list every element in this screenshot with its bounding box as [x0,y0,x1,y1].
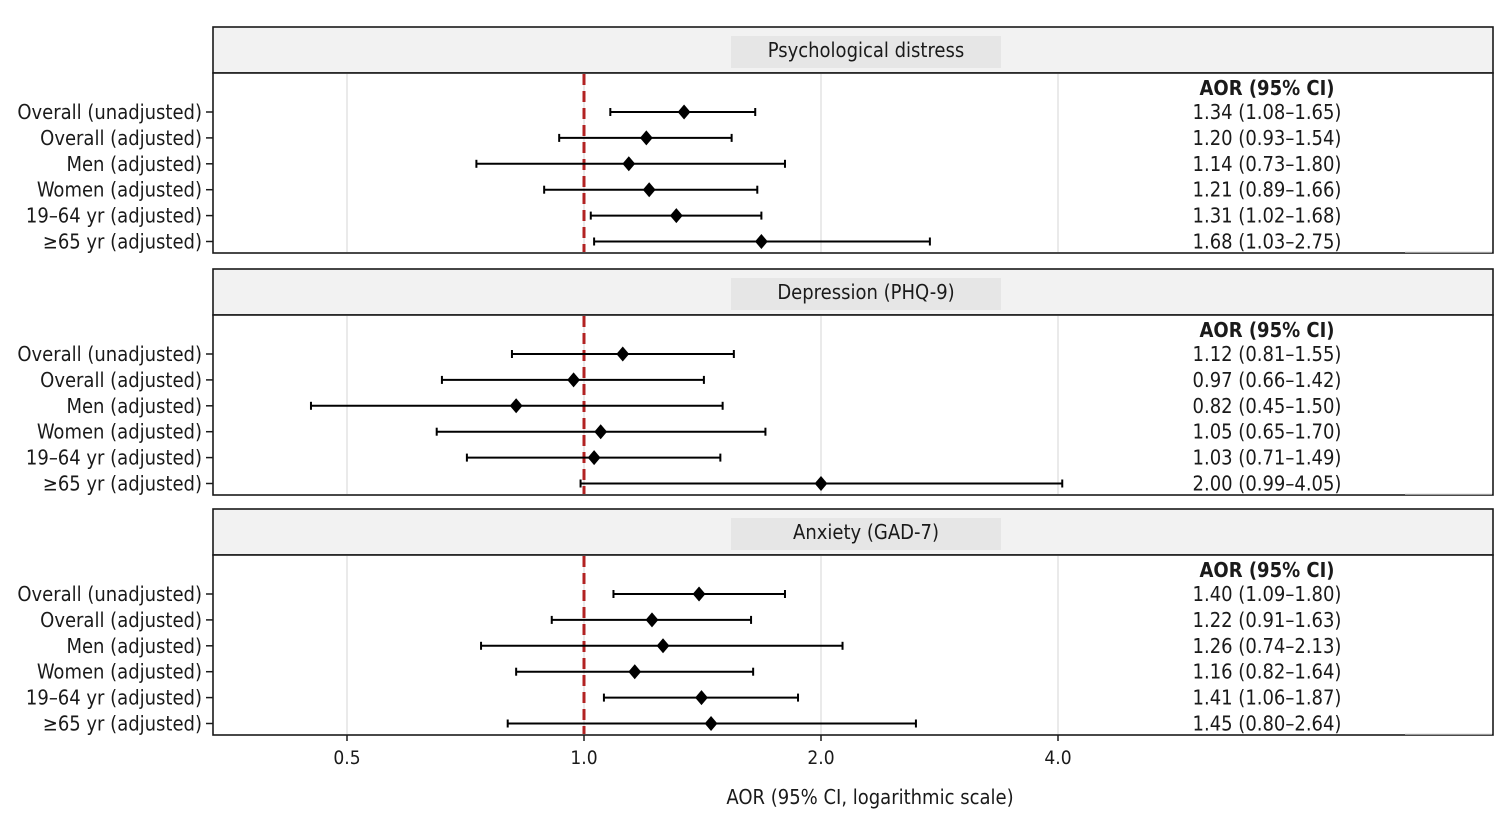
row-label: Men (adjusted) [66,634,202,658]
point-estimate [814,476,828,491]
row-label: Overall (unadjusted) [17,100,202,124]
forest-row: Women (adjusted) 1.16 (0.82–1.64) [37,660,1342,684]
panel-1: Depression (PHQ-9)AOR (95% CI)Overall (u… [17,268,1494,496]
row-label: Women (adjusted) [37,178,202,202]
row-label: Overall (adjusted) [40,368,202,392]
row-value-text: 1.16 (0.82–1.64) [1193,660,1342,684]
row-value-text: 0.97 (0.66–1.42) [1193,368,1342,392]
row-label: 19–64 yr (adjusted) [26,686,202,710]
row-value-text: 1.34 (1.08–1.65) [1193,100,1342,124]
forest-row: ≥65 yr (adjusted) 2.00 (0.99–4.05) [43,472,1342,496]
point-estimate [616,346,630,362]
row-value-text: 1.03 (0.71–1.49) [1193,446,1342,470]
row-label: Overall (unadjusted) [17,582,202,606]
row-label: Men (adjusted) [66,152,202,176]
point-estimate [692,586,706,602]
forest-row: Overall (adjusted) 1.22 (0.91–1.63) [40,608,1341,632]
row-value-text: 1.05 (0.65–1.70) [1193,420,1342,444]
forest-row: Overall (unadjusted) 1.34 (1.08–1.65) [17,100,1341,124]
x-tick-label: 2.0 [807,747,834,769]
row-value-text: 1.31 (1.02–1.68) [1193,204,1342,228]
point-estimate [755,234,768,249]
point-estimate [656,638,670,654]
row-label: ≥65 yr (adjusted) [43,230,202,254]
point-estimate [677,104,691,120]
point-estimate [639,130,653,146]
panel-title-box [731,518,1001,550]
panel-title: Anxiety (GAD-7) [793,520,939,544]
row-label: Overall (adjusted) [40,126,202,150]
table-header: AOR (95% CI) [1200,318,1335,342]
forest-row: Men (adjusted) 1.14 (0.73–1.80) [66,152,1341,176]
panel-2: Anxiety (GAD-7)AOR (95% CI)Overall (unad… [17,508,1494,736]
table-header: AOR (95% CI) [1200,558,1335,582]
panel-title: Depression (PHQ-9) [777,280,954,304]
row-label: 19–64 yr (adjusted) [26,446,202,470]
forest-row: Women (adjusted) 1.21 (0.89–1.66) [37,178,1342,202]
forest-row: Men (adjusted) 1.26 (0.74–2.13) [66,634,1341,658]
row-value-text: 1.14 (0.73–1.80) [1193,152,1342,176]
row-value-text: 1.41 (1.06–1.87) [1193,686,1342,710]
row-value-text: 2.00 (0.99–4.05) [1193,472,1342,496]
forest-row: Overall (adjusted) 0.97 (0.66–1.42) [40,368,1341,392]
forest-row: 19–64 yr (adjusted) 1.41 (1.06–1.87) [26,686,1342,710]
panel-title-box [731,278,1001,310]
row-value-text: 1.26 (0.74–2.13) [1193,634,1342,658]
row-value-text: 1.20 (0.93–1.54) [1193,126,1342,150]
panel-body [212,72,1494,254]
row-value-text: 1.21 (0.89–1.66) [1193,178,1342,202]
point-estimate [622,156,636,172]
table-header: AOR (95% CI) [1200,76,1335,100]
row-label: 19–64 yr (adjusted) [26,204,202,228]
row-label: Women (adjusted) [37,660,202,684]
point-estimate [628,664,642,680]
point-estimate [669,208,683,224]
panel-title-box [731,36,1001,68]
row-label: Overall (unadjusted) [17,342,202,366]
point-estimate [594,424,608,440]
x-tick-label: 0.5 [333,747,360,769]
point-estimate [642,182,656,198]
row-value-text: 1.40 (1.09–1.80) [1193,582,1342,606]
row-value-text: 1.45 (0.80–2.64) [1193,712,1342,736]
forest-row: Men (adjusted) 0.82 (0.45–1.50) [66,394,1341,418]
row-value-text: 1.68 (1.03–2.75) [1193,230,1342,254]
x-tick-label: 1.0 [570,747,597,769]
point-estimate [695,690,708,706]
panel-title: Psychological distress [768,38,965,62]
row-value-text: 1.22 (0.91–1.63) [1193,608,1342,632]
x-tick-label: 4.0 [1044,747,1071,769]
forest-row: ≥65 yr (adjusted) 1.68 (1.03–2.75) [43,230,1342,254]
panel-body [212,554,1494,736]
row-label: Men (adjusted) [66,394,202,418]
forest-row: Overall (unadjusted) 1.40 (1.09–1.80) [17,582,1341,606]
forest-row: ≥65 yr (adjusted) 1.45 (0.80–2.64) [43,712,1342,736]
row-label: Overall (adjusted) [40,608,202,632]
forest-row: Women (adjusted) 1.05 (0.65–1.70) [37,420,1342,444]
row-label: ≥65 yr (adjusted) [43,472,202,496]
forest-row: 19–64 yr (adjusted) 1.31 (1.02–1.68) [26,204,1342,228]
point-estimate [704,716,718,731]
row-value-text: 1.12 (0.81–1.55) [1193,342,1342,366]
row-value-text: 0.82 (0.45–1.50) [1193,394,1342,418]
forest-row: Overall (adjusted) 1.20 (0.93–1.54) [40,126,1341,150]
point-estimate [567,372,580,388]
point-estimate [587,450,601,466]
forest-row: Overall (unadjusted) 1.12 (0.81–1.55) [17,342,1341,366]
x-axis-label: AOR (95% CI, logarithmic scale) [726,785,1013,809]
row-label: Women (adjusted) [37,420,202,444]
point-estimate [509,398,523,414]
point-estimate [645,612,659,628]
forest-row: 19–64 yr (adjusted) 1.03 (0.71–1.49) [26,446,1342,470]
row-label: ≥65 yr (adjusted) [43,712,202,736]
